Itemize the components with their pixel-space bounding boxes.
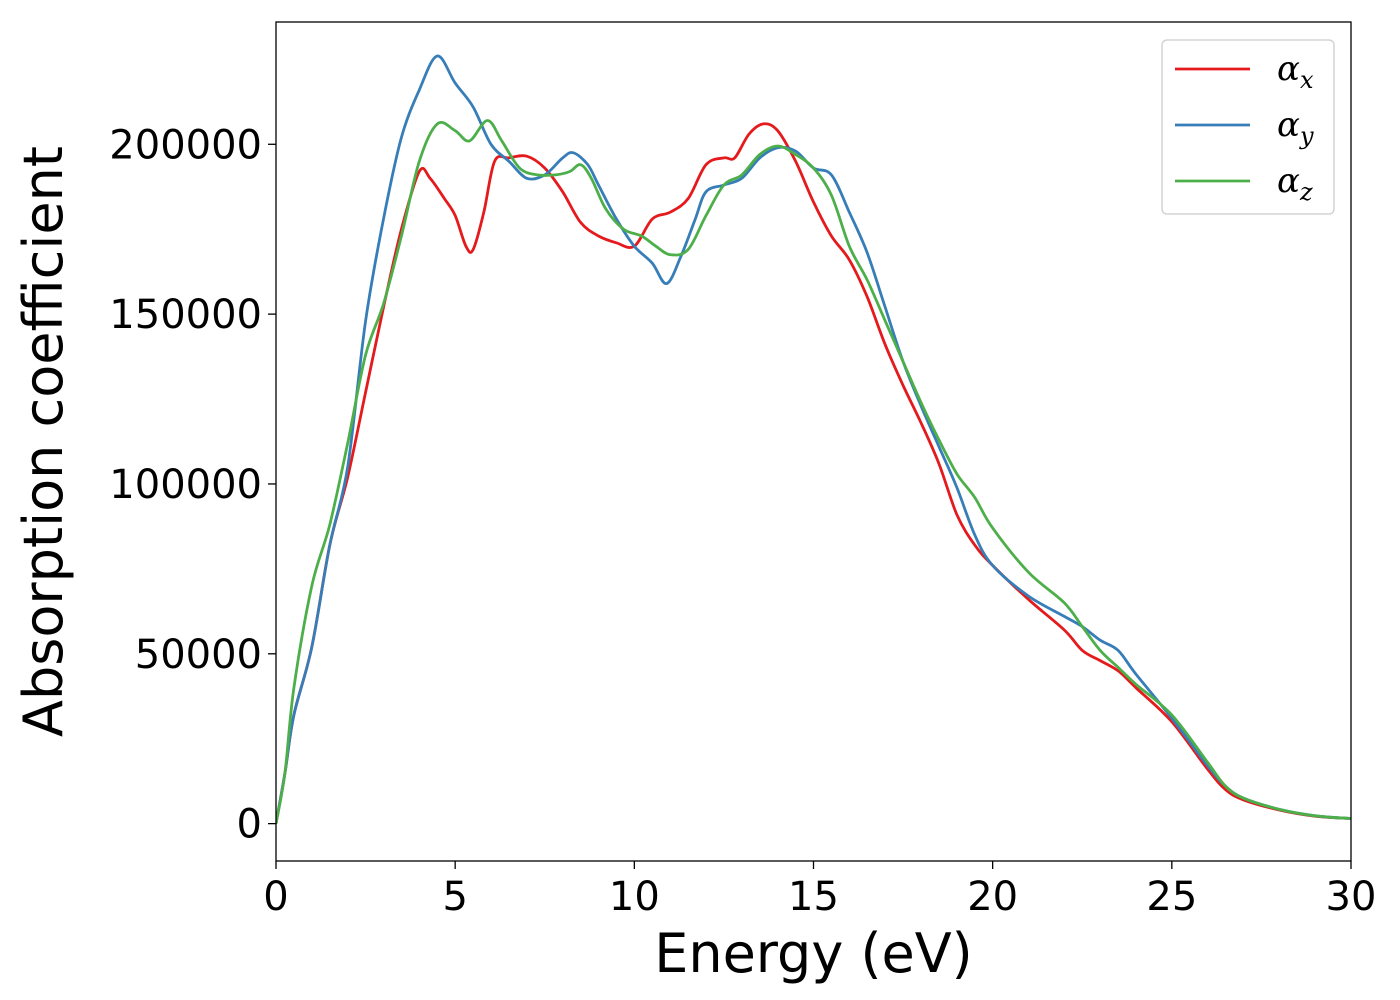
y-tick-label: 150000 (109, 292, 262, 338)
y-tick-label: 0 (237, 802, 262, 848)
x-tick-label: 30 (1326, 874, 1377, 920)
x-axis-label: Energy (eV) (654, 922, 973, 985)
x-tick-label: 10 (609, 874, 660, 920)
series-line-y (276, 54, 1351, 824)
legend-label-z: αz (1277, 161, 1313, 206)
y-tick-label: 100000 (109, 462, 262, 508)
legend-box (1161, 39, 1335, 215)
legend-label-x: αx (1277, 49, 1314, 94)
y-tick-label: 200000 (109, 122, 262, 168)
x-tick-label: 0 (263, 874, 288, 920)
legend-label-y: αy (1277, 105, 1314, 150)
series-line-z (276, 119, 1351, 824)
x-tick-label: 5 (442, 874, 467, 920)
x-tick-label: 25 (1146, 874, 1197, 920)
y-axis-label: Absorption coefficient (12, 146, 75, 737)
x-axis: 0 5 10 15 20 25 30 (263, 861, 1376, 920)
series-layer (276, 54, 1351, 824)
x-tick-label: 20 (967, 874, 1018, 920)
y-axis: 0 50000 100000 150000 200000 (109, 122, 276, 848)
series-line-x (276, 122, 1351, 824)
legend: αx αy αz (1161, 39, 1335, 215)
x-tick-label: 15 (788, 874, 839, 920)
y-tick-label: 50000 (135, 632, 262, 678)
